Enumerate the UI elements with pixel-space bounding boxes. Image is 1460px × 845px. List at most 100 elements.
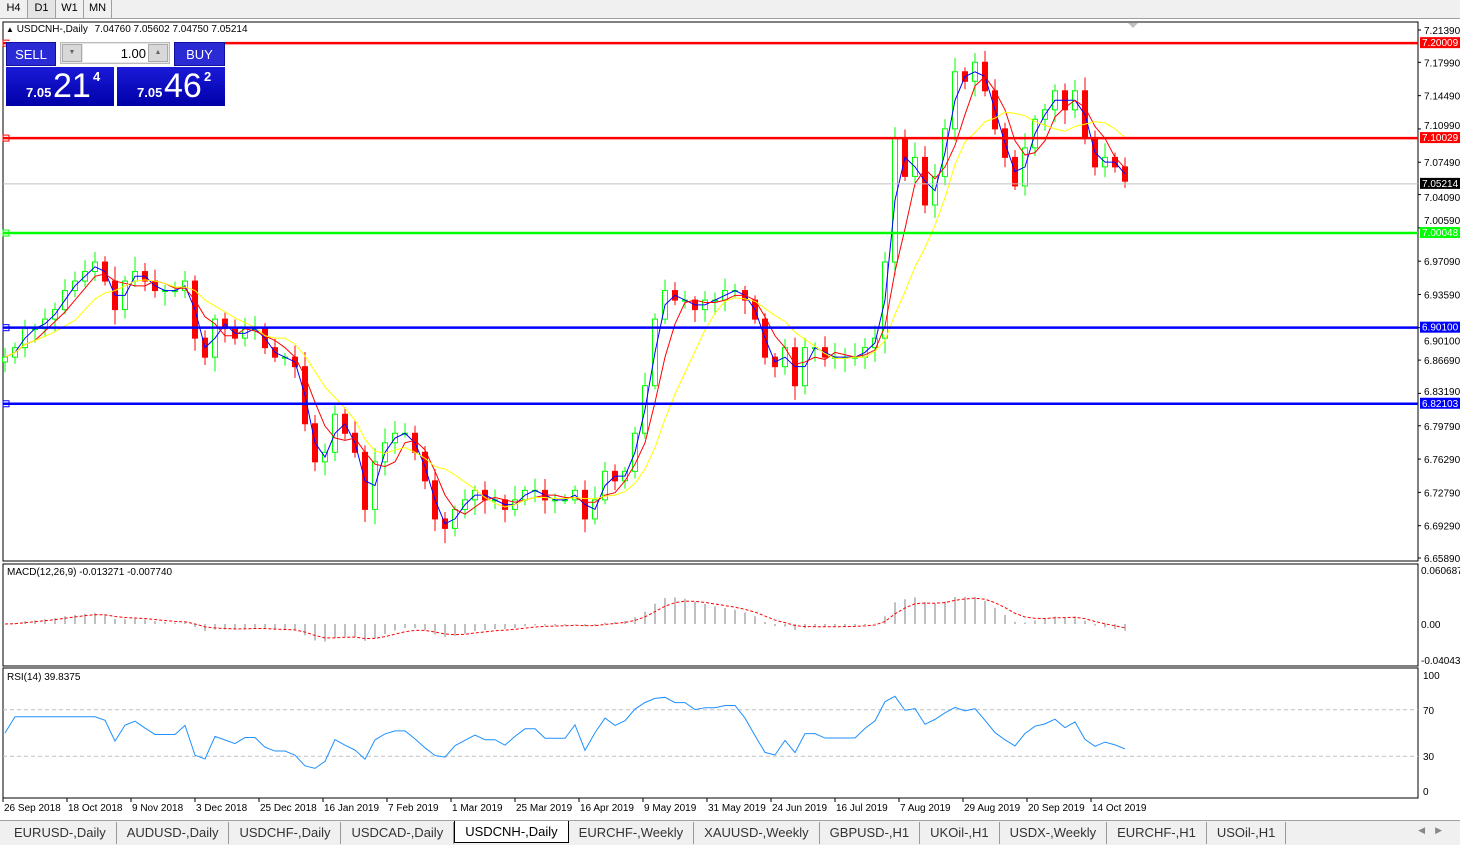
date-tick-label: 1 Mar 2019: [452, 803, 503, 814]
price-tick-label: 6.90100: [1424, 337, 1460, 348]
timeframe-h4[interactable]: H4: [0, 0, 28, 18]
level-handle: [2, 229, 10, 237]
chart-header: ▲ USDCNH-,Daily 7.04760 7.05602 7.04750 …: [6, 24, 248, 35]
symbol-tab[interactable]: UKOil-,H1: [920, 822, 1000, 844]
price-tick-label: 7.07490: [1424, 158, 1460, 169]
symbol-tab[interactable]: USDX-,Weekly: [1000, 822, 1108, 844]
lot-input[interactable]: [83, 44, 149, 62]
timeframe-mn[interactable]: MN: [84, 0, 112, 18]
rsi-tick-label: 30: [1423, 752, 1435, 763]
ma-slow-line: [4, 111, 1126, 508]
level-price-label: 6.90100: [1422, 323, 1459, 334]
date-tick-label: 20 Sep 2019: [1028, 803, 1085, 814]
date-tick-label: 18 Oct 2018: [68, 803, 123, 814]
price-tick-label: 6.86690: [1424, 356, 1460, 367]
buy-button[interactable]: BUY: [174, 42, 225, 66]
timeframe-toolbar: H4 D1 W1 MN: [0, 0, 1460, 19]
symbol-tab[interactable]: XAUUSD-,Weekly: [694, 822, 820, 844]
date-tick-label: 7 Feb 2019: [388, 803, 439, 814]
sell-button[interactable]: SELL: [6, 42, 56, 66]
date-tick-label: 9 May 2019: [644, 803, 697, 814]
symbol-tab[interactable]: USDCAD-,Daily: [341, 822, 455, 844]
price-tick-label: 6.97090: [1424, 257, 1460, 268]
chart-shift-marker: [1128, 23, 1138, 28]
macd-pane: [2, 563, 1419, 667]
collapse-triangle-icon[interactable]: ▲: [6, 25, 14, 34]
level-price-tag: [1420, 132, 1460, 144]
level-handle: [2, 134, 10, 142]
macd-tick-label: 0.00: [1421, 620, 1441, 631]
date-tick-label: 31 May 2019: [708, 803, 766, 814]
symbol-tab[interactable]: EURCHF-,Weekly: [569, 822, 695, 844]
rsi-label: RSI(14) 39.8375: [7, 672, 81, 683]
price-tick-label: 7.00590: [1424, 216, 1460, 227]
date-tick-label: 24 Jun 2019: [772, 803, 827, 814]
date-tick-label: 26 Sep 2018: [4, 803, 61, 814]
timeframe-d1[interactable]: D1: [28, 0, 56, 18]
price-tick-label: 6.69290: [1424, 522, 1460, 533]
macd-signal-line: [4, 597, 1126, 640]
timeframe-w1[interactable]: W1: [56, 0, 84, 18]
tab-scroll-arrows[interactable]: ◀▶: [1418, 825, 1452, 835]
macd-tick-label: -0.040432: [1421, 656, 1460, 667]
symbol-tabs: EURUSD-,Daily AUDUSD-,Daily USDCHF-,Daily U…: [0, 820, 1460, 845]
sell-price[interactable]: 7.05 21 4: [6, 67, 114, 106]
rsi-line: [4, 695, 1126, 769]
level-price-label: 7.10029: [1422, 133, 1459, 144]
date-tick-label: 16 Jul 2019: [836, 803, 888, 814]
symbol-tab[interactable]: USOil-,H1: [1207, 822, 1287, 844]
symbol-tab[interactable]: USDCHF-,Daily: [229, 822, 342, 844]
level-price-tag: [1420, 37, 1460, 49]
chart-symbol-title: USDCNH-,Daily: [16, 24, 88, 35]
symbol-tab[interactable]: EURUSD-,Daily: [4, 822, 117, 844]
date-tick-label: 29 Aug 2019: [964, 803, 1021, 814]
date-tick-label: 7 Aug 2019: [900, 803, 951, 814]
buy-price[interactable]: 7.05 46 2: [117, 67, 225, 106]
level-price-tag: [1420, 397, 1460, 409]
date-tick-label: 14 Oct 2019: [1092, 803, 1147, 814]
lot-increase-button[interactable]: ▲: [148, 44, 168, 62]
level-handle: [2, 324, 10, 332]
main-pane: [2, 21, 1419, 562]
price-tick-label: 6.93590: [1424, 290, 1460, 301]
date-tick-label: 3 Dec 2018: [196, 803, 248, 814]
current-price-tag: [1420, 177, 1460, 189]
lot-decrease-button[interactable]: ▼: [62, 44, 82, 62]
price-tick-label: 6.83190: [1424, 387, 1460, 398]
symbol-tab[interactable]: EURCHF-,H1: [1107, 822, 1207, 844]
level-price-tag: [1420, 227, 1460, 239]
sell-price-fraction: 4: [93, 69, 101, 84]
price-tick-label: 6.72790: [1424, 488, 1460, 499]
current-price-label: 7.05214: [1422, 179, 1459, 190]
price-tick-label: 6.79790: [1424, 422, 1460, 433]
level-price-label: 7.20009: [1422, 38, 1459, 49]
symbol-tab[interactable]: GBPUSD-,H1: [820, 822, 921, 844]
symbol-tab[interactable]: USDCNH-,Daily: [454, 821, 569, 843]
one-click-trading-panel: SELL ▼ ▲ BUY 7.05 21 4 7.05 46 2: [6, 41, 225, 106]
sell-price-prefix: 7.05: [26, 85, 52, 100]
level-price-tag: [1420, 321, 1460, 333]
buy-price-fraction: 2: [204, 69, 212, 84]
price-tick-label: 7.04090: [1424, 193, 1460, 204]
price-tick-label: 7.21390: [1424, 26, 1460, 37]
level-price-label: 7.00048: [1422, 228, 1459, 239]
macd-label: MACD(12,26,9) -0.013271 -0.007740: [7, 567, 173, 578]
buy-price-pips: 46: [164, 67, 202, 105]
level-price-label: 6.82103: [1422, 399, 1459, 410]
chart-area[interactable]: 7.21390 7.17990 7.14490 7.10990 7.07490 7.040…: [0, 0, 1460, 820]
date-tick-label: 25 Dec 2018: [260, 803, 317, 814]
macd-tick-label: 0.060687: [1421, 566, 1460, 577]
price-tick-label: 7.10990: [1424, 121, 1460, 132]
rsi-pane: [2, 667, 1419, 799]
symbol-tab[interactable]: AUDUSD-,Daily: [117, 822, 230, 844]
date-tick-label: 16 Apr 2019: [580, 803, 634, 814]
price-tick-label: 7.17990: [1424, 58, 1460, 69]
level-handle: [2, 400, 10, 408]
ma-mid-line: [4, 75, 1126, 515]
price-tick-label: 6.76290: [1424, 455, 1460, 466]
rsi-tick-label: 100: [1423, 671, 1440, 682]
candle-body: [2, 356, 8, 363]
sell-price-pips: 21: [53, 67, 91, 105]
date-tick-label: 9 Nov 2018: [132, 803, 184, 814]
rsi-tick-label: 0: [1423, 787, 1429, 798]
